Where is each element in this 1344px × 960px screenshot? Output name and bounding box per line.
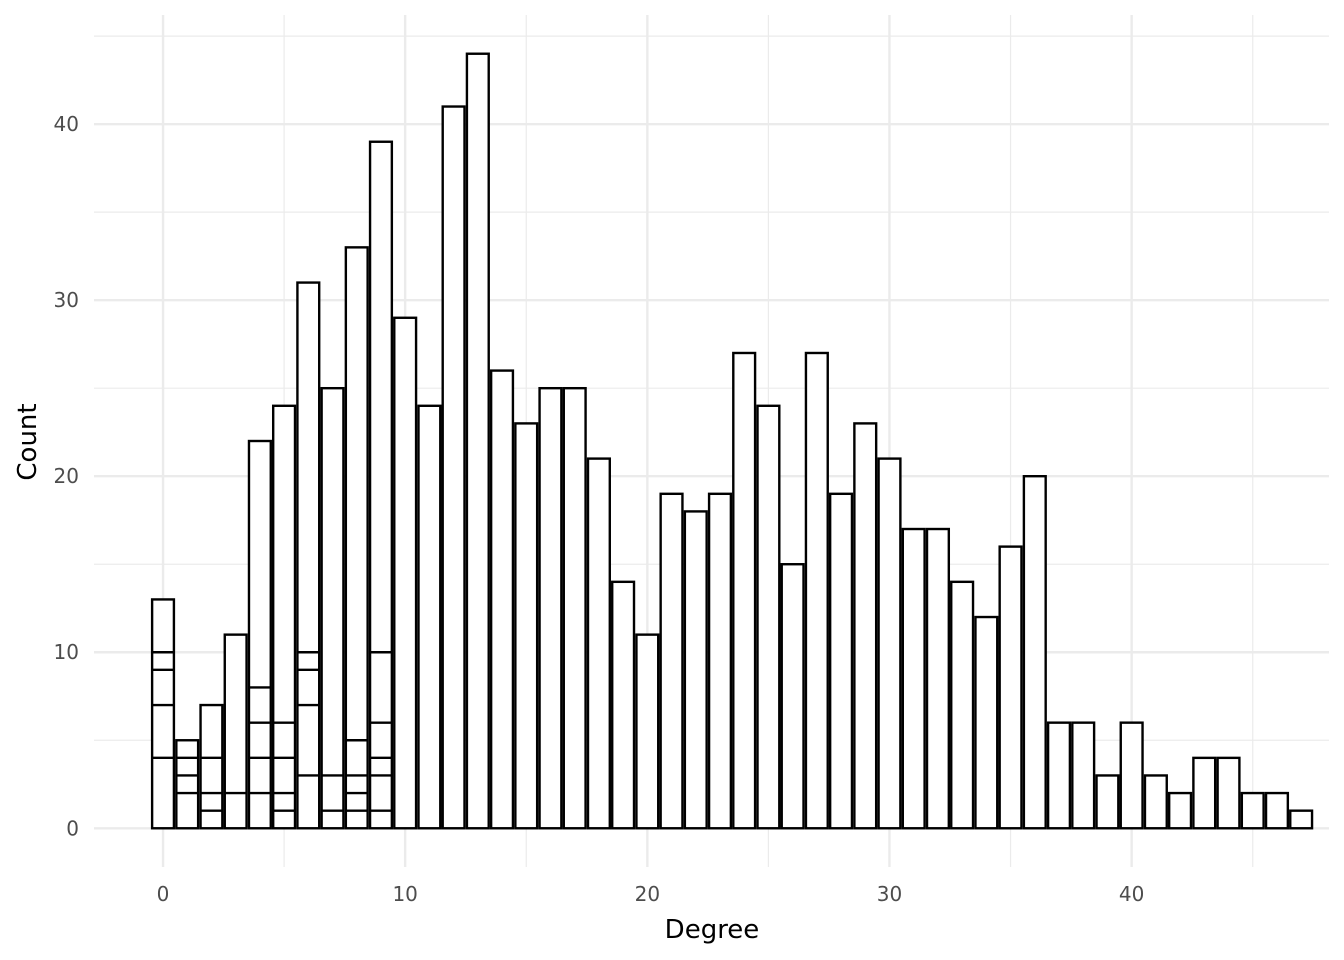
bar	[1143, 774, 1168, 830]
bar	[1167, 791, 1193, 830]
x-axis-tick-labels: 0 10 20 30 40	[157, 882, 1145, 906]
y-axis-tick-labels: 0 10 20 30 40	[54, 112, 79, 840]
bar	[417, 404, 442, 830]
bar	[514, 422, 539, 830]
y-axis-title: Count	[13, 403, 43, 480]
bar	[877, 457, 902, 830]
bar	[1264, 791, 1290, 830]
bar	[1216, 756, 1241, 830]
x-tick-label: 10	[392, 882, 417, 906]
bar	[780, 563, 805, 830]
bar	[635, 633, 660, 830]
bar	[271, 404, 297, 830]
bar	[1046, 721, 1072, 830]
bar	[1022, 475, 1047, 830]
bar	[344, 246, 369, 830]
y-tick-label: 0	[66, 816, 79, 840]
bar	[1240, 791, 1265, 830]
bar	[707, 492, 733, 830]
bar	[732, 351, 757, 830]
x-tick-label: 40	[1119, 882, 1144, 906]
x-tick-label: 30	[877, 882, 902, 906]
y-tick-label: 40	[54, 112, 79, 136]
bar	[901, 527, 926, 830]
bar	[950, 580, 975, 830]
bar	[925, 527, 951, 830]
bar	[1119, 721, 1144, 830]
bar	[538, 386, 563, 830]
bar	[393, 316, 418, 830]
bars	[150, 52, 1314, 830]
bar	[828, 492, 854, 830]
bar	[175, 739, 200, 830]
bar	[586, 457, 611, 830]
y-tick-label: 30	[54, 288, 79, 312]
y-tick-label: 10	[54, 640, 79, 664]
bar	[223, 633, 248, 830]
bar	[804, 351, 829, 830]
y-tick-label: 20	[54, 464, 79, 488]
bar	[296, 281, 321, 830]
bar	[1289, 809, 1314, 830]
x-tick-label: 0	[157, 882, 170, 906]
bar	[659, 492, 684, 830]
bar	[368, 140, 394, 830]
bar	[756, 404, 781, 830]
bar	[611, 580, 636, 830]
bar	[247, 439, 272, 830]
x-axis-title: Degree	[665, 915, 760, 945]
bar	[489, 369, 515, 830]
bar	[974, 615, 999, 830]
bar	[998, 545, 1023, 830]
bar	[465, 52, 490, 830]
bar	[1192, 756, 1217, 830]
bar	[150, 598, 176, 830]
bar	[1095, 774, 1120, 830]
bar	[683, 510, 708, 830]
bar	[1071, 721, 1096, 830]
bar	[562, 386, 587, 830]
x-tick-label: 20	[635, 882, 660, 906]
bar	[199, 703, 224, 830]
bar	[441, 105, 466, 830]
bar	[853, 422, 878, 830]
bar	[320, 386, 345, 830]
